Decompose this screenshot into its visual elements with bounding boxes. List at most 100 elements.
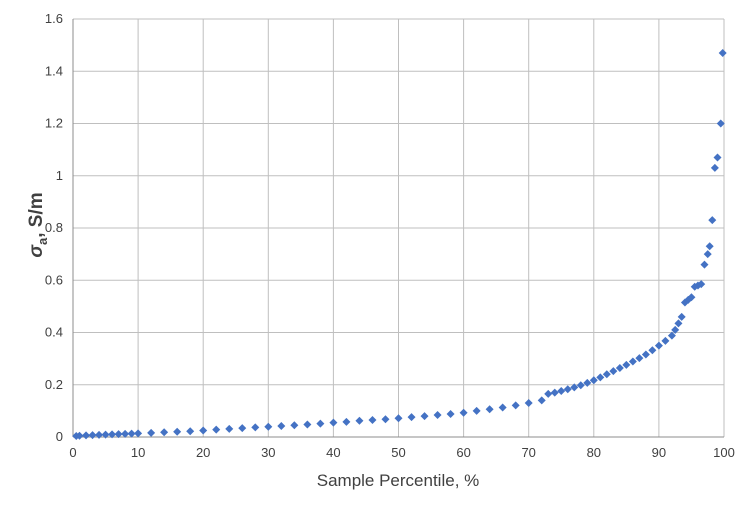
data-point (602, 370, 611, 379)
data-point (303, 420, 312, 429)
data-point (82, 431, 91, 440)
data-point (700, 260, 709, 269)
data-point (705, 242, 714, 251)
x-tick-label: 10 (131, 445, 145, 460)
data-point (420, 412, 429, 421)
data-point (524, 399, 533, 408)
data-point (95, 430, 104, 439)
data-point (329, 418, 338, 427)
data-point (368, 416, 377, 425)
y-axis-unit: , S/m (26, 192, 47, 237)
data-point (264, 422, 273, 431)
data-point (511, 401, 520, 410)
x-axis-title: Sample Percentile, % (317, 471, 480, 490)
y-axis-subscript: a (35, 237, 50, 245)
data-point (537, 396, 546, 405)
x-tick-label: 0 (69, 445, 76, 460)
data-point (615, 364, 624, 373)
y-axis-title: σa, S/m (26, 192, 50, 257)
data-point (583, 378, 592, 387)
data-point (708, 216, 717, 225)
data-point (544, 389, 553, 398)
data-point (472, 406, 481, 415)
data-point (433, 411, 442, 420)
data-point (710, 163, 719, 172)
data-point (251, 423, 260, 432)
x-tick-label: 20 (196, 445, 210, 460)
data-point (576, 381, 585, 390)
x-tick-label: 80 (587, 445, 601, 460)
data-point (173, 427, 182, 436)
data-points (72, 48, 727, 440)
data-point (609, 367, 618, 376)
data-point (697, 280, 706, 289)
data-point (355, 416, 364, 425)
data-point (114, 430, 123, 439)
x-tick-label: 40 (326, 445, 340, 460)
y-tick-label: 1.6 (45, 11, 63, 26)
data-point (648, 346, 657, 355)
data-point (277, 422, 286, 431)
axes (72, 19, 724, 438)
data-point (446, 410, 455, 419)
data-point (75, 431, 84, 440)
y-tick-label: 0 (56, 429, 63, 444)
data-point (225, 424, 234, 433)
data-point (570, 383, 579, 392)
data-point (381, 415, 390, 424)
data-point (485, 405, 494, 414)
x-tick-label: 60 (456, 445, 470, 460)
data-point (199, 426, 208, 435)
data-point (212, 425, 221, 434)
data-point (713, 153, 722, 162)
data-point (589, 376, 598, 385)
y-axis-symbol: σ (26, 244, 47, 258)
data-point (563, 385, 572, 394)
gridlines (72, 18, 725, 438)
x-axis-ticks: 0 10 20 30 40 50 60 70 80 90 100 (69, 445, 734, 460)
y-tick-label: 1.2 (45, 116, 63, 131)
y-axis-ticks: 0 0.2 0.4 0.6 0.8 1 1.2 1.4 1.6 (45, 11, 63, 444)
data-point (654, 341, 663, 350)
data-point (677, 312, 686, 321)
data-point (238, 424, 247, 433)
data-point (160, 428, 169, 437)
data-point (121, 429, 130, 438)
y-tick-label: 1.4 (45, 63, 63, 78)
data-point (316, 419, 325, 428)
data-point (703, 250, 712, 259)
data-point (290, 421, 299, 430)
y-tick-label: 0.2 (45, 377, 63, 392)
data-point (635, 354, 644, 363)
data-point (147, 428, 156, 437)
data-point (628, 357, 637, 366)
data-point (459, 408, 468, 417)
data-point (557, 387, 566, 396)
x-tick-label: 90 (652, 445, 666, 460)
y-tick-label: 0.8 (45, 220, 63, 235)
data-point (550, 388, 559, 397)
data-point (687, 293, 696, 302)
data-point (342, 417, 351, 426)
y-tick-label: 1 (56, 168, 63, 183)
data-point (101, 430, 110, 439)
x-tick-label: 30 (261, 445, 275, 460)
data-point (671, 325, 680, 334)
y-tick-label: 0.6 (45, 272, 63, 287)
data-point (186, 427, 195, 436)
data-point (88, 431, 97, 440)
data-point (407, 413, 416, 422)
data-point (674, 319, 683, 328)
data-point (394, 414, 403, 423)
x-tick-label: 50 (391, 445, 405, 460)
data-point (498, 403, 507, 412)
data-point (661, 336, 670, 345)
data-point (622, 360, 631, 369)
data-point (716, 119, 725, 128)
data-point (641, 350, 650, 359)
data-point (718, 48, 727, 57)
x-tick-label: 100 (713, 445, 735, 460)
data-point (596, 373, 605, 382)
data-point (134, 429, 143, 438)
